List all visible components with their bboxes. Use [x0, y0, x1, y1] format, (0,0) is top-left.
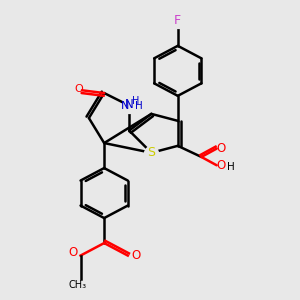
Text: H: H: [135, 100, 143, 111]
Text: S: S: [147, 146, 155, 159]
Text: H: H: [227, 162, 234, 172]
Text: N: N: [125, 98, 134, 111]
Text: H: H: [132, 96, 139, 106]
Text: N: N: [121, 100, 129, 111]
Text: O: O: [216, 159, 226, 172]
Text: CH₃: CH₃: [69, 280, 87, 290]
Text: O: O: [131, 249, 141, 262]
Text: F: F: [174, 14, 181, 27]
Text: O: O: [68, 246, 77, 259]
Text: O: O: [75, 84, 83, 94]
Text: O: O: [216, 142, 226, 155]
